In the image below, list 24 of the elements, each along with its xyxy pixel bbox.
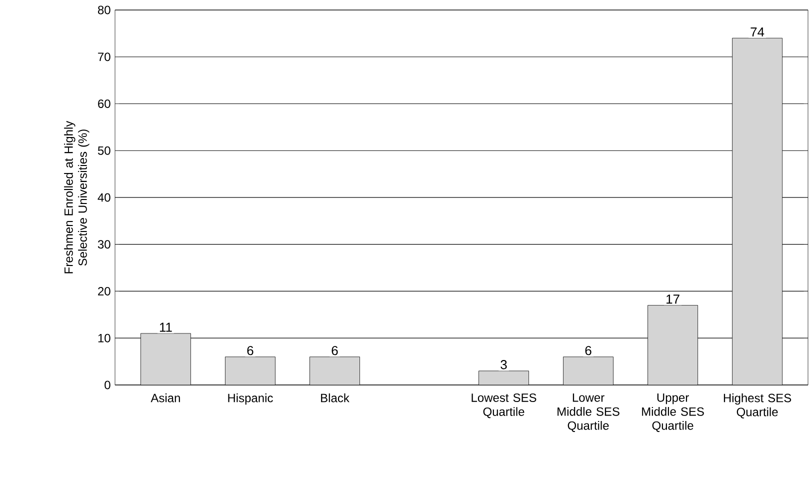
x-tick-label: Lowest SES Quartile (472, 393, 536, 418)
y-tick-label: 60 (98, 99, 110, 108)
y-axis-title: Freshmen Enrolled at Highly Selective Universities (%) (64, 120, 90, 274)
data-label: 74 (750, 27, 764, 36)
data-label: 3 (500, 360, 507, 370)
data-label: 6 (247, 346, 254, 356)
data-label: 17 (666, 294, 680, 304)
y-tick-label: 70 (98, 52, 110, 62)
x-tick-label: Black (321, 393, 350, 402)
x-tick-label: Highest SES Quartile (724, 393, 792, 418)
data-label: 11 (160, 322, 172, 332)
x-tick-label: Upper Middle SES Quartile (642, 393, 704, 432)
y-tick-label: 50 (98, 146, 110, 155)
data-label: 6 (585, 346, 592, 356)
data-label: 6 (332, 346, 338, 356)
y-tick-label: 0 (104, 380, 110, 390)
y-tick-label: 80 (98, 6, 110, 14)
y-tick-label: 10 (98, 334, 110, 342)
y-tick-label: 20 (98, 286, 110, 296)
y-tick-label: 40 (98, 193, 110, 202)
x-tick-label: Asian (150, 393, 180, 402)
x-tick-label: Lower Middle SES Quartile (558, 393, 620, 432)
y-tick-label: 30 (98, 240, 110, 249)
x-tick-label: Hispanic (228, 393, 273, 405)
